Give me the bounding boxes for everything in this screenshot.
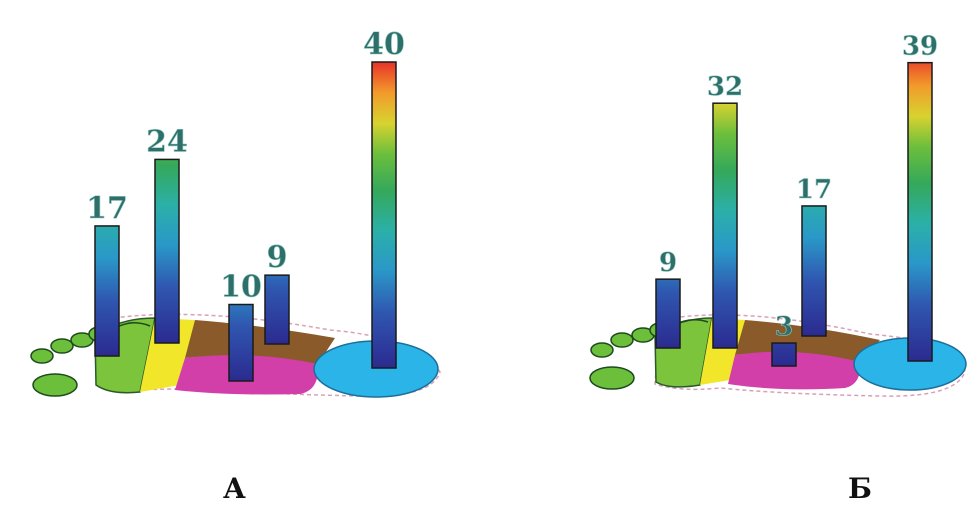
bar-a-2-border	[154, 158, 180, 344]
bar-b-3-border	[771, 342, 797, 367]
bar-b-5-border	[907, 61, 933, 362]
bar-a-3-border	[228, 303, 254, 382]
bar-a-5	[372, 62, 396, 368]
bar-a-3	[229, 304, 253, 381]
bar-value-label-a-5: 40	[363, 27, 405, 62]
bar-a-4-border	[264, 274, 290, 345]
bar-a-5-border	[371, 61, 397, 369]
panel-label-b: Б	[848, 472, 872, 505]
foot-b-medial-magenta	[728, 351, 861, 390]
bar-value-label-a-1: 17	[86, 191, 128, 226]
bar-value-label-b-3: 3	[775, 312, 793, 342]
bar-b-2-border	[712, 102, 738, 349]
bar-value-label-b-1: 9	[659, 248, 677, 278]
bar-b-1	[656, 279, 680, 348]
bar-value-label-a-3: 10	[220, 270, 262, 305]
foot-a-midfoot-brown	[185, 320, 335, 364]
bar-b-4	[802, 205, 826, 336]
bar-a-1	[95, 225, 119, 356]
panel-label-a: А	[223, 472, 246, 505]
bar-b-3	[772, 343, 796, 366]
bars-panel-b: 9 32 3 17 39	[655, 31, 938, 367]
bar-value-label-a-4: 9	[267, 240, 288, 275]
foot-b-toes	[589, 322, 671, 390]
bars-panel-a: 17 24 109 40	[86, 27, 405, 382]
bar-b-1-border	[655, 278, 681, 349]
bar-a-4	[265, 275, 289, 344]
bar-b-4-border	[801, 205, 827, 337]
bar-value-label-b-5: 39	[902, 32, 938, 62]
bar-b-2	[713, 103, 737, 348]
bar-a-2	[155, 159, 179, 343]
bar-a-1-border	[94, 225, 120, 357]
bar-value-label-a-2: 24	[146, 124, 188, 159]
bar-b-5	[908, 62, 932, 361]
bar-value-label-b-2: 32	[707, 72, 743, 102]
bar-value-label-b-4: 17	[796, 175, 832, 205]
foot-a-toes	[30, 326, 110, 397]
